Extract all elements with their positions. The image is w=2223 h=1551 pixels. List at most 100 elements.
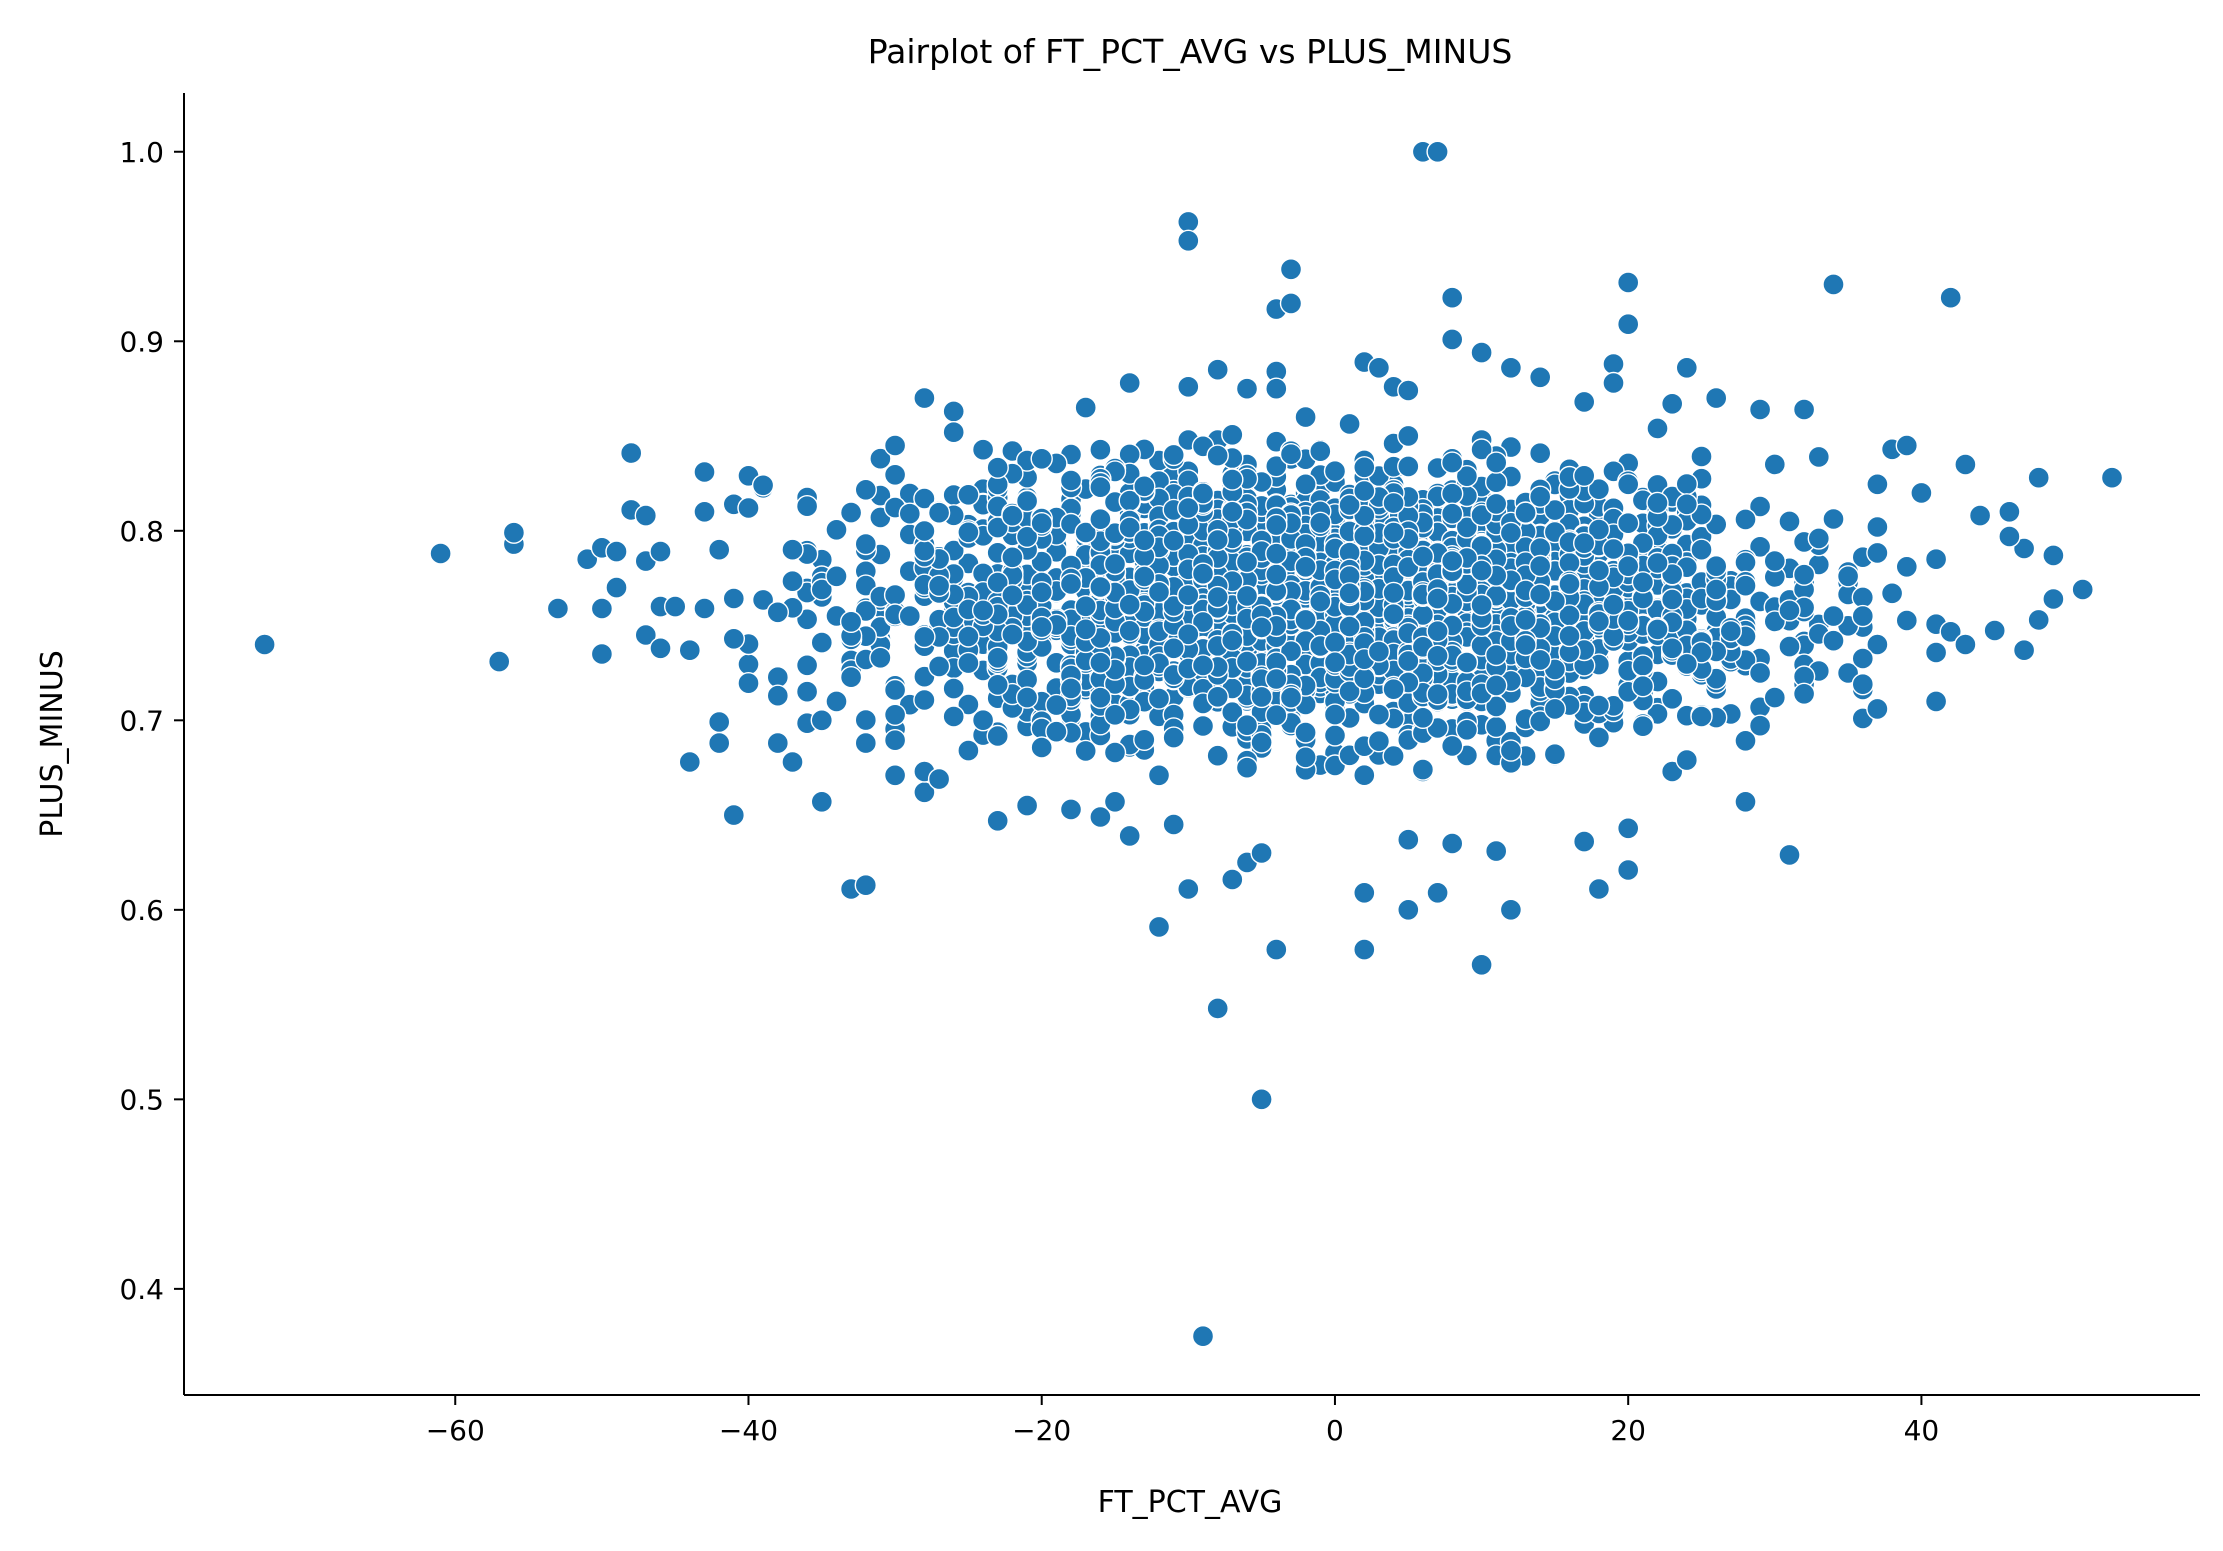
data-point [1103, 703, 1127, 726]
data-point [1089, 438, 1112, 461]
data-point [1030, 581, 1053, 604]
data-point [1924, 548, 1948, 571]
data-point [942, 400, 965, 423]
data-point [781, 538, 804, 561]
data-point [1177, 496, 1200, 520]
data-point [1265, 513, 1288, 537]
data-point [2042, 544, 2065, 567]
data-point [1191, 714, 1215, 738]
data-point [1221, 500, 1244, 523]
data-point [1089, 476, 1112, 499]
data-point [1528, 648, 1552, 672]
data-point [1675, 748, 1699, 772]
data-point [795, 654, 819, 677]
data-point [1880, 582, 1904, 605]
data-point [1778, 510, 1801, 533]
data-point [1690, 641, 1713, 664]
data-point [986, 809, 1009, 832]
data-point [1895, 609, 1919, 632]
data-point [634, 504, 657, 527]
data-point [1118, 593, 1141, 616]
data-point [1411, 758, 1435, 781]
data-point [2027, 466, 2050, 489]
data-point [1748, 535, 1772, 558]
data-point [795, 680, 819, 703]
data-point [1059, 469, 1083, 492]
data-point [1397, 898, 1420, 921]
data-point [854, 708, 877, 732]
data-point [1616, 313, 1640, 336]
y-tick-label: 0.7 [119, 704, 164, 737]
data-point [1807, 445, 1831, 469]
data-point [1470, 341, 1493, 364]
data-point [678, 750, 701, 774]
data-point [986, 724, 1009, 748]
data-point [1133, 565, 1156, 588]
y-tick-label: 0.6 [119, 894, 164, 927]
data-point [1353, 881, 1376, 904]
x-tick-label: −60 [426, 1414, 485, 1447]
data-point [927, 655, 951, 678]
data-point [1558, 624, 1581, 648]
data-point [957, 521, 980, 544]
data-point [1206, 358, 1229, 381]
data-point [1616, 512, 1640, 535]
data-point [913, 487, 936, 510]
data-point [1191, 1324, 1215, 1348]
data-point [854, 874, 877, 897]
data-point [1660, 637, 1684, 660]
data-point [1602, 537, 1625, 561]
data-point [708, 731, 731, 755]
data-point [1001, 504, 1024, 527]
data-point [1059, 798, 1083, 821]
data-point [678, 639, 701, 662]
data-point [1528, 554, 1552, 578]
data-point [1587, 559, 1611, 582]
data-point [1587, 518, 1611, 541]
data-point [1177, 229, 1200, 253]
data-point [1836, 565, 1860, 588]
data-point [1177, 375, 1200, 398]
data-point [1279, 292, 1303, 315]
data-point [957, 483, 980, 506]
data-point [634, 623, 657, 647]
data-point [1616, 473, 1640, 496]
data-point [1294, 746, 1317, 769]
data-point [1690, 538, 1713, 561]
data-point [869, 447, 892, 470]
data-point [1587, 694, 1611, 717]
data-point [1572, 464, 1596, 487]
data-point [1133, 529, 1156, 552]
data-point [766, 601, 789, 624]
data-point [1822, 273, 1845, 296]
data-point [1616, 858, 1640, 882]
data-point [1177, 210, 1200, 234]
data-point [1294, 473, 1317, 496]
data-point [1719, 620, 1743, 643]
data-point [1426, 620, 1449, 643]
data-point [1367, 640, 1391, 663]
data-point [795, 608, 819, 631]
data-point [1528, 366, 1552, 389]
data-point [1294, 405, 1317, 429]
data-point [1440, 734, 1464, 758]
data-point [1910, 481, 1933, 505]
data-point [1206, 528, 1229, 552]
x-ticks: −60 −40 −20 0 20 40 [426, 1395, 1939, 1447]
data-point [1690, 445, 1713, 468]
data-point [1265, 542, 1288, 565]
data-point [1089, 575, 1112, 599]
data-point [1338, 615, 1361, 638]
data-point [1265, 667, 1288, 691]
data-point [1792, 398, 1816, 421]
data-point [253, 633, 276, 656]
data-point [1822, 604, 1845, 628]
data-point [1470, 593, 1493, 617]
data-point [1851, 647, 1875, 670]
y-ticks: 0.4 0.5 0.6 0.7 0.8 0.9 1.0 [119, 136, 184, 1306]
data-point [1543, 498, 1567, 522]
data-point [1660, 687, 1684, 710]
data-point [1866, 515, 1889, 539]
data-point [1059, 572, 1083, 596]
data-point [1704, 386, 1728, 410]
